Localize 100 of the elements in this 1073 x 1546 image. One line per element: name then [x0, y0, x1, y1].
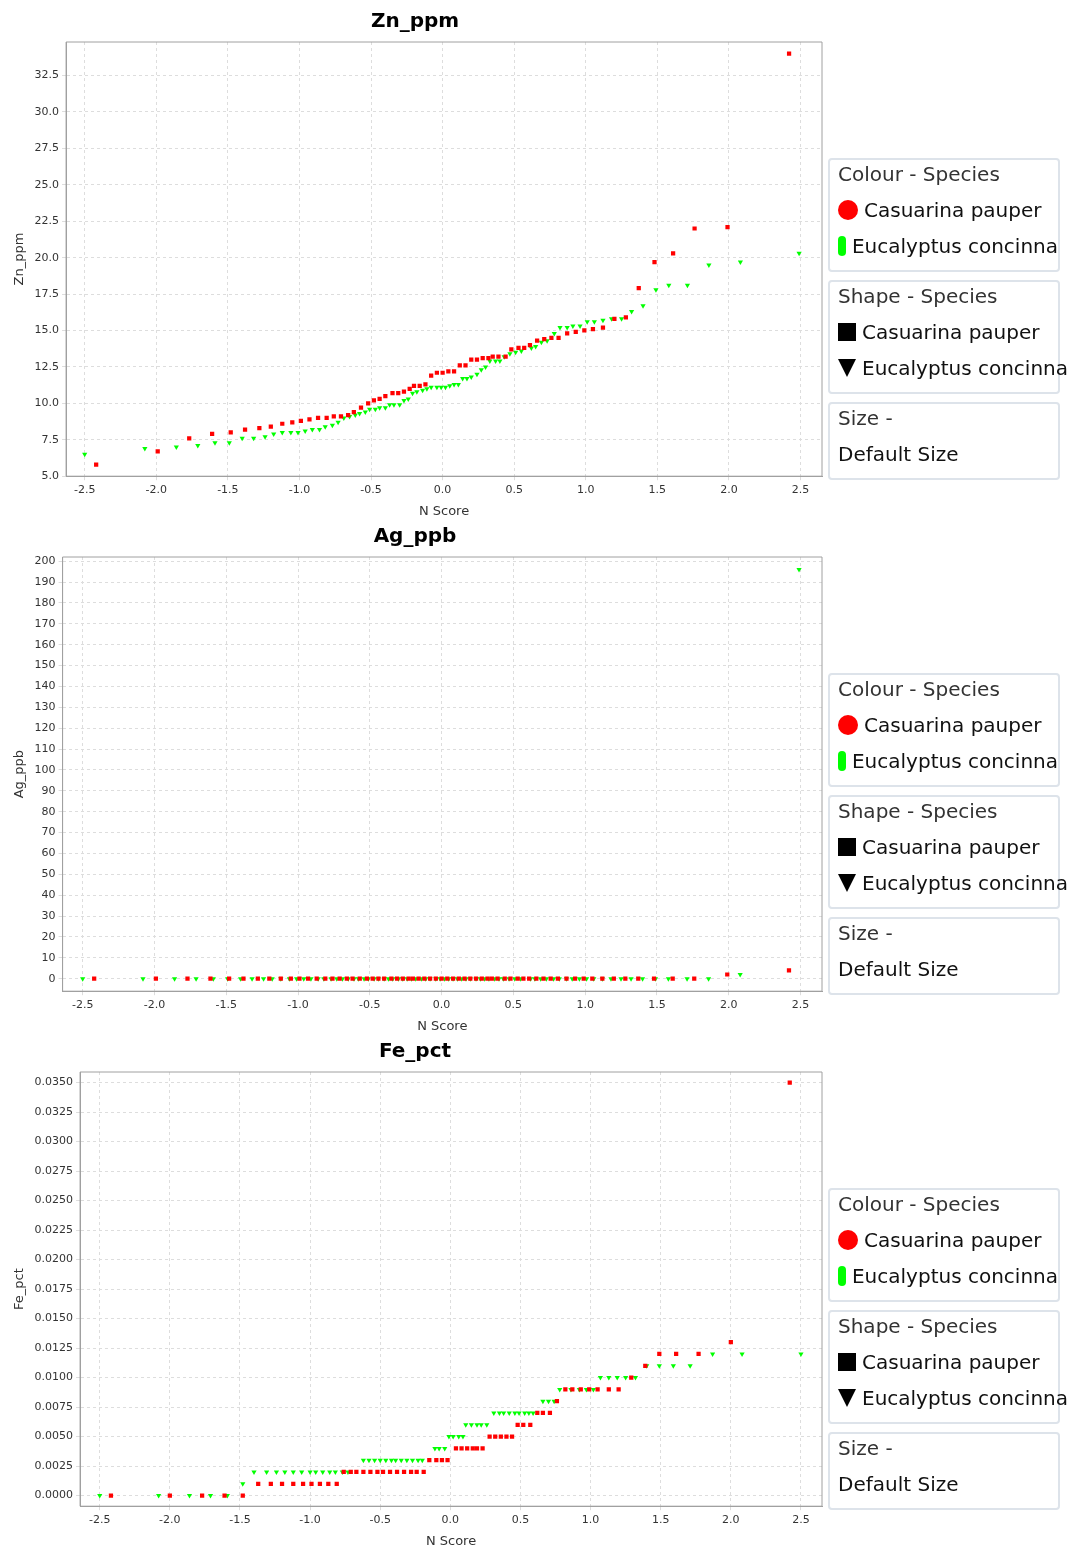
x-tick-label: 2.5 [791, 482, 810, 496]
y-tick-label: 140 [34, 679, 56, 693]
y-tick-label: 80 [41, 804, 56, 818]
y-tick-label: 5.0 [41, 469, 60, 483]
text: Shape - Species [838, 799, 999, 823]
y-tick-label: 110 [34, 741, 56, 755]
y-tick-label: 7.5 [41, 432, 60, 446]
y-axis-title: Fe_pct [11, 1268, 27, 1310]
y-tick-label: 0.0175 [34, 1281, 74, 1295]
text: Casuarina pauper [862, 1350, 1040, 1374]
x-tick-label: -2.0 [159, 1512, 181, 1526]
x-tick-label: 2.0 [719, 997, 738, 1011]
x-tick-label: 1.5 [651, 1512, 670, 1526]
y-tick-label: 0.0000 [34, 1488, 74, 1502]
text: Casuarina pauper [862, 320, 1040, 344]
x-tick-label: -0.5 [359, 997, 381, 1011]
y-tick-label: 0.0150 [34, 1311, 74, 1325]
x-tick-label: 2.5 [792, 1512, 810, 1526]
y-tick-label: 0 [48, 971, 56, 985]
legend-label: Eucalyptus concinna [851, 1263, 1058, 1290]
x-tick-label: -1.0 [299, 1512, 321, 1526]
x-tick-label: -2.0 [143, 997, 166, 1011]
text: Default Size [838, 956, 960, 983]
x-tick-label: 1.5 [648, 482, 667, 496]
y-tick-label: 150 [34, 658, 56, 672]
y-tick-label: 190 [34, 574, 56, 588]
y-tick-label: 17.5 [34, 286, 60, 300]
y-tick-label: 0.0250 [34, 1193, 74, 1207]
y-tick-label: 0.0075 [34, 1399, 74, 1413]
y-tick-label: 170 [34, 616, 56, 630]
x-tick-label: 1.0 [576, 997, 594, 1011]
legend-title: Colour - Species [838, 677, 1001, 701]
x-tick-label: 0.0 [432, 997, 451, 1011]
x-axis-title: N Score [425, 1532, 477, 1546]
x-tick-label: 1.0 [577, 482, 595, 496]
y-tick-label: 10 [41, 950, 56, 964]
legend-title: Colour - Species [838, 162, 1001, 186]
y-tick-label: 130 [34, 700, 56, 714]
y-tick-label: 20.0 [34, 250, 60, 264]
y-tick-label: 12.5 [34, 359, 60, 373]
y-tick-label: 20 [41, 929, 56, 943]
x-tick-label: 2.0 [720, 482, 738, 496]
x-tick-label: 0.0 [441, 1512, 460, 1526]
y-tick-label: 50 [41, 867, 56, 881]
y-axis-title: Ag_ppb [11, 749, 27, 799]
y-tick-label: 0.0225 [34, 1222, 74, 1236]
y-tick-label: 0.0300 [34, 1134, 74, 1148]
chart-title: Ag_ppb [373, 523, 457, 548]
x-tick-label: 0.0 [433, 482, 452, 496]
text: Size - [838, 1436, 894, 1460]
x-tick-label: -1.5 [229, 1512, 251, 1526]
text: Eucalyptus concinna [862, 1386, 1069, 1410]
y-tick-label: 25.0 [34, 177, 60, 191]
text: Size - [838, 406, 894, 430]
x-tick-label: -1.5 [217, 482, 239, 496]
x-tick-label: -0.5 [369, 1512, 391, 1526]
y-tick-label: 30 [41, 908, 56, 922]
text: Default Size [838, 441, 960, 468]
x-tick-label: -0.5 [360, 482, 382, 496]
y-tick-label: 160 [34, 637, 56, 651]
y-tick-label: 15.0 [34, 323, 60, 337]
y-tick-label: 0.0275 [34, 1163, 74, 1177]
x-tick-label: 2.0 [722, 1512, 740, 1526]
y-axis-title: Zn_ppm [11, 232, 27, 286]
x-tick-label: 0.5 [511, 1512, 530, 1526]
y-tick-label: 22.5 [34, 214, 60, 228]
legend-label: Casuarina pauper [863, 197, 1043, 224]
y-tick-label: 0.0025 [34, 1458, 74, 1472]
y-tick-label: 200 [34, 554, 56, 568]
legend-label: Casuarina pauper [863, 1227, 1043, 1254]
legend-label: Casuarina pauper [863, 712, 1043, 739]
text: Shape - Species [838, 284, 999, 308]
text: Shape - Species [838, 1314, 999, 1338]
y-tick-label: 0.0050 [34, 1429, 74, 1443]
text: Default Size [838, 1471, 960, 1498]
x-tick-label: -2.0 [145, 482, 168, 496]
y-tick-label: 180 [34, 595, 56, 609]
y-tick-label: 70 [41, 825, 56, 839]
y-tick-label: 10.0 [34, 396, 60, 410]
x-tick-label: -2.5 [73, 482, 96, 496]
y-tick-label: 90 [41, 783, 56, 797]
y-tick-label: 60 [41, 846, 56, 860]
x-tick-label: -2.5 [88, 1512, 111, 1526]
legend-title: Colour - Species [838, 1192, 1001, 1216]
text: Eucalyptus concinna [862, 871, 1069, 895]
legend-label: Eucalyptus concinna [851, 233, 1058, 260]
x-tick-label: -1.0 [288, 482, 311, 496]
y-tick-label: 30.0 [34, 104, 60, 118]
x-tick-label: -1.0 [287, 997, 309, 1011]
x-tick-label: 1.0 [581, 1512, 600, 1526]
y-tick-label: 100 [34, 762, 56, 776]
x-axis-title: N Score [417, 1017, 468, 1033]
text: Eucalyptus concinna [862, 356, 1069, 380]
y-tick-label: 0.0100 [34, 1370, 74, 1384]
text: Size - [838, 921, 894, 945]
chart-title: Fe_pct [378, 1038, 452, 1063]
y-tick-label: 0.0325 [34, 1104, 74, 1118]
y-tick-label: 27.5 [34, 141, 60, 155]
text: Casuarina pauper [862, 835, 1040, 859]
x-tick-label: -2.5 [71, 997, 94, 1011]
